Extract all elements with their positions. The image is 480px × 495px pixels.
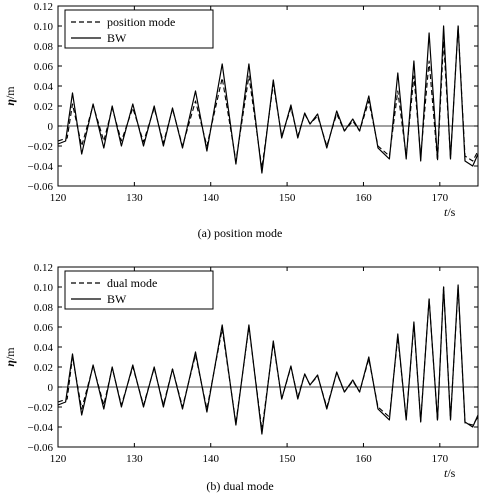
legend-label: BW — [107, 292, 127, 306]
y-tick-label: −0.02 — [28, 402, 53, 414]
series-line-solid — [57, 284, 479, 435]
y-tick-label: 0 — [48, 121, 54, 133]
legend: position mode BW — [64, 9, 214, 49]
y-tick-label: −0.06 — [28, 181, 54, 193]
y-axis-variable: η — [3, 360, 17, 367]
x-tick-label: 150 — [279, 192, 296, 204]
y-tick-label: −0.04 — [28, 161, 54, 173]
x-tick-label: 120 — [50, 453, 67, 465]
plot-frame — [57, 266, 479, 448]
x-tick-label: 160 — [355, 192, 372, 204]
legend-label: dual mode — [107, 276, 157, 290]
plot-frame — [57, 5, 479, 187]
y-tick-label: 0.08 — [34, 41, 54, 53]
x-axis-variable: t — [444, 466, 448, 480]
legend-label: BW — [107, 31, 127, 45]
y-tick-label: 0.04 — [34, 81, 54, 93]
x-tick-label: 140 — [202, 453, 219, 465]
x-tick-label: 130 — [126, 453, 143, 465]
y-tick-label: −0.02 — [28, 141, 53, 153]
y-axis-variable: η — [3, 99, 17, 106]
y-tick-label: 0.10 — [34, 21, 54, 33]
y-tick-label: 0.12 — [34, 262, 53, 274]
y-axis-label: η/m — [3, 86, 17, 106]
chart-b: −0.06 −0.04 −0.02 0 0.02 0.04 0.06 0.08 0.10 0.12… — [3, 262, 479, 493]
x-axis-unit: /s — [447, 466, 455, 480]
y-tick-label: 0.08 — [34, 302, 54, 314]
y-tick-label: 0.06 — [34, 61, 54, 73]
x-tick-label: 170 — [432, 192, 449, 204]
x-axis-label: t/s — [444, 466, 456, 480]
y-tick-label: 0.06 — [34, 322, 54, 334]
x-tick-label: 130 — [126, 192, 143, 204]
x-tick-label: 170 — [432, 453, 449, 465]
y-tick-label: 0.02 — [34, 362, 53, 374]
y-axis-label: η/m — [3, 347, 17, 367]
chart-a: −0.06 −0.04 −0.02 0 0.02 0.04 0.06 0.08 0.10 0.12… — [3, 1, 479, 240]
x-tick-label: 120 — [50, 192, 67, 204]
y-tick-label: 0.02 — [34, 101, 53, 113]
x-tick-label: 140 — [202, 192, 219, 204]
y-tick-label: 0 — [48, 382, 54, 394]
y-tick-label: −0.06 — [28, 442, 54, 454]
y-axis-unit: /m — [3, 347, 17, 360]
x-tick-label: 160 — [355, 453, 372, 465]
x-axis-variable: t — [444, 205, 448, 219]
legend-box — [64, 270, 214, 310]
series-line-solid — [57, 25, 479, 174]
y-tick-label: 0.04 — [34, 342, 54, 354]
y-tick-label: 0.12 — [34, 1, 53, 13]
legend: dual mode BW — [64, 270, 214, 310]
x-tick-label: 150 — [279, 453, 296, 465]
x-axis-unit: /s — [447, 205, 455, 219]
legend-label: position mode — [107, 15, 175, 29]
chart-caption: (b) dual mode — [206, 479, 273, 493]
chart-caption: (a) position mode — [198, 226, 283, 240]
y-tick-label: −0.04 — [28, 422, 54, 434]
legend-box — [64, 9, 214, 49]
y-tick-label: 0.10 — [34, 282, 54, 294]
x-axis-label: t/s — [444, 205, 456, 219]
y-axis-unit: /m — [3, 86, 17, 99]
